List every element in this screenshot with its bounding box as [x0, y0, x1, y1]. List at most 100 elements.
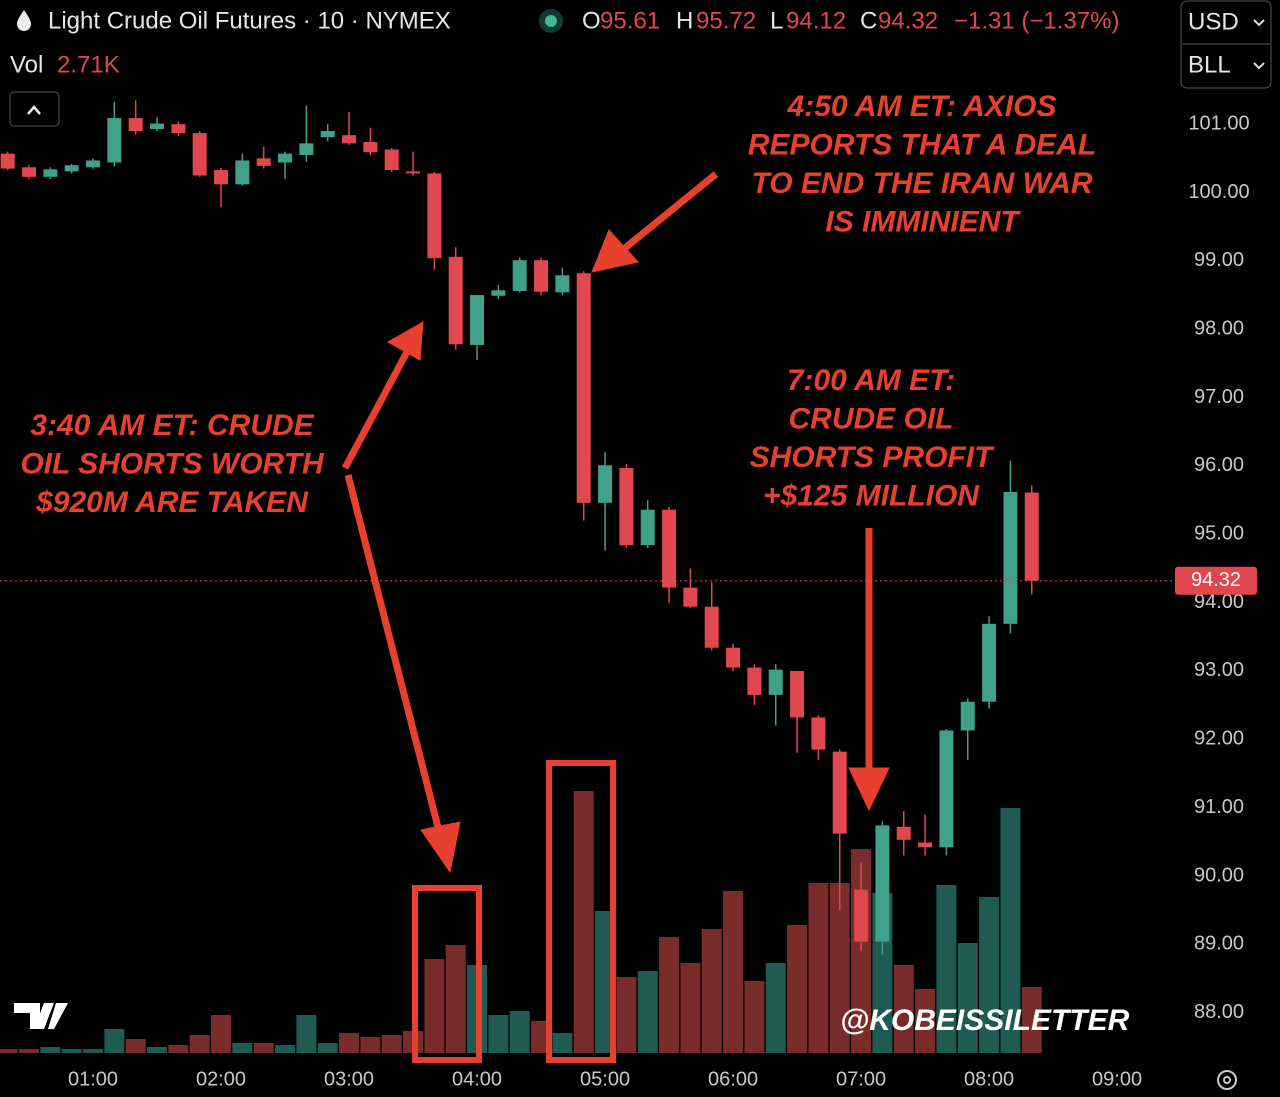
y-tick-label: 93.00 [1194, 659, 1244, 681]
volume-bar [829, 883, 850, 1053]
candle-body [256, 158, 271, 166]
volume-bar [659, 937, 680, 1053]
y-tick-label: 91.00 [1194, 796, 1244, 818]
select-chevrons [1253, 19, 1265, 70]
volume-bar [893, 965, 914, 1053]
candle-body [726, 647, 741, 668]
volume-bar [936, 885, 957, 1053]
volume-bar [211, 1015, 232, 1053]
annotation-line: 7:00 AM ET: [787, 364, 955, 397]
change: −1.31 (−1.37%) [954, 7, 1119, 34]
settings-icon[interactable] [1217, 1070, 1237, 1090]
currency-select[interactable]: USD [1188, 8, 1239, 35]
candle-body [363, 141, 378, 153]
highlight-box [412, 885, 482, 1063]
candle-body [150, 123, 165, 130]
candle-body [299, 143, 314, 155]
high-label: H [676, 7, 693, 34]
volume-bar [19, 1049, 40, 1053]
candle-body [960, 701, 975, 731]
candle-body [0, 153, 15, 169]
close-label: C [860, 7, 877, 34]
annotation-line: 3:40 AM ET: CRUDE [30, 409, 314, 442]
volume-bar [509, 1011, 530, 1053]
volume-bar [765, 963, 786, 1053]
settings-icon-core [1223, 1076, 1231, 1084]
candle-body [427, 173, 442, 259]
annotation-line: +$125 MILLION [763, 479, 980, 512]
candle-body [662, 509, 677, 588]
volume-bar [275, 1045, 296, 1053]
volume-bar [552, 1033, 573, 1053]
last-price-label: 94.32 [1191, 569, 1241, 591]
annotation-line: OIL SHORTS WORTH [20, 447, 325, 480]
x-tick-label: 09:00 [1092, 1068, 1142, 1090]
annotation-line: TO END THE IRAN WAR [751, 167, 1092, 200]
candle-body [43, 169, 58, 177]
volume-bar [701, 929, 722, 1053]
candle-body [171, 124, 186, 134]
annotation-line: $920M ARE TAKEN [35, 486, 309, 519]
candle-body [448, 256, 463, 345]
unit-select[interactable]: BLL [1188, 51, 1231, 78]
annotation-line: REPORTS THAT A DEAL [748, 128, 1096, 161]
arrow-shaft [344, 474, 444, 836]
volume-bar [979, 897, 1000, 1053]
annotation-line: CRUDE OIL [789, 402, 954, 435]
x-tick-label: 08:00 [964, 1068, 1014, 1090]
candle-body [790, 670, 805, 718]
candle-body [22, 167, 37, 177]
volume-bar [680, 963, 701, 1053]
candle-body [854, 889, 869, 942]
status-dot [545, 15, 557, 27]
volume-bar [317, 1043, 338, 1053]
candle-body [64, 165, 79, 172]
open-value: 95.61 [600, 7, 660, 34]
annotation-line: SHORTS PROFIT [750, 441, 995, 474]
y-tick-label: 101.00 [1188, 113, 1249, 135]
candle-body [512, 260, 527, 291]
candle-body [598, 465, 613, 503]
y-tick-label: 96.00 [1194, 454, 1244, 476]
collapse-icon [27, 105, 41, 115]
arrow-head [420, 821, 461, 874]
candle-body [1024, 492, 1039, 581]
volume-bar [168, 1045, 189, 1053]
close-value: 94.32 [878, 7, 938, 34]
y-tick-label: 90.00 [1194, 864, 1244, 886]
candle-body [875, 825, 890, 942]
x-tick-label: 02:00 [196, 1068, 246, 1090]
y-tick-label: 88.00 [1194, 1001, 1244, 1023]
volume-bar [616, 977, 637, 1053]
high-value: 95.72 [696, 7, 756, 34]
volume-bar [0, 1049, 18, 1053]
arrow-shaft [622, 171, 719, 251]
candle-body [832, 751, 847, 834]
annotation-line: 4:50 AM ET: AXIOS [787, 90, 1057, 123]
low-label: L [770, 7, 783, 34]
candle-body [576, 273, 591, 503]
last-price-tag [1175, 566, 1257, 595]
y-tick-label: 89.00 [1194, 933, 1244, 955]
volume-bar [61, 1049, 82, 1053]
x-tick-label: 05:00 [580, 1068, 630, 1090]
x-tick-label: 06:00 [708, 1068, 758, 1090]
volume-bar [253, 1043, 274, 1053]
candle-body [128, 118, 143, 132]
open-label: O [582, 7, 601, 34]
logo [14, 1003, 68, 1029]
candle-body [107, 118, 122, 163]
candle-body [491, 290, 506, 296]
candle-body [192, 133, 207, 176]
candle-body [747, 667, 762, 695]
candle-body [982, 623, 997, 702]
volume-bar [147, 1047, 168, 1053]
candle-body [320, 131, 335, 138]
candle-body [811, 717, 826, 750]
y-tick-label: 100.00 [1188, 181, 1249, 203]
arrow-shaft [341, 348, 412, 470]
volume-bar [360, 1037, 381, 1053]
volume-title: Vol [10, 51, 43, 78]
